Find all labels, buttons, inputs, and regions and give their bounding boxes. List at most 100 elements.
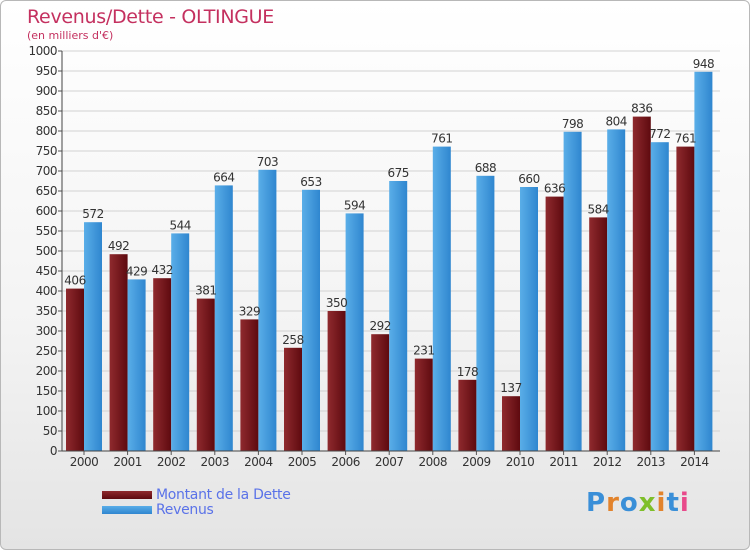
bar-revenus-2002 [171, 233, 190, 451]
x-tick-label-2010: 2010 [506, 455, 535, 469]
label-revenus-2000: 572 [82, 207, 103, 221]
x-tick-label-2004: 2004 [244, 455, 273, 469]
bar-revenus-2004 [258, 169, 277, 452]
y-tick-label-250: 250 [36, 344, 57, 358]
chart-title: Revenus/Dette - OLTINGUE [27, 6, 274, 28]
y-tick-label-500: 500 [36, 244, 57, 258]
logo-letter: i [679, 488, 690, 518]
y-tick-label-600: 600 [36, 204, 57, 218]
y-tick-label-50: 50 [43, 424, 57, 438]
bar-revenus-2000 [84, 222, 102, 451]
bar-dette-2002 [153, 278, 172, 451]
bar-dette-2011 [545, 196, 564, 451]
bar-dette-2012 [589, 217, 608, 451]
logo-letter: t [666, 488, 680, 518]
label-dette-2005: 258 [282, 333, 303, 347]
bar-dette-2014 [676, 146, 695, 451]
y-tick-label-200: 200 [36, 364, 57, 378]
logo-letter: P [586, 488, 607, 518]
label-revenus-2013: 772 [649, 127, 670, 141]
bar-dette-2013 [632, 116, 651, 451]
x-tick-label-2012: 2012 [593, 455, 622, 469]
x-tick-label-2001: 2001 [113, 455, 142, 469]
y-tick-label-350: 350 [36, 304, 57, 318]
bar-dette-2004 [240, 319, 259, 451]
x-tick-label-2000: 2000 [70, 455, 99, 469]
bar-revenus-2013 [650, 142, 669, 451]
label-revenus-2007: 675 [387, 166, 408, 180]
legend-item-revenus: Revenus [102, 501, 291, 518]
label-dette-2001: 492 [108, 239, 129, 253]
y-tick-label-300: 300 [36, 324, 57, 338]
label-revenus-2002: 544 [169, 218, 190, 232]
bar-revenus-2007 [389, 181, 408, 451]
label-dette-2007: 292 [369, 319, 390, 333]
label-dette-2000: 406 [64, 274, 85, 288]
x-tick-label-2005: 2005 [288, 455, 317, 469]
label-revenus-2006: 594 [344, 198, 365, 212]
logo-letter: r [606, 488, 620, 518]
label-dette-2010: 137 [500, 381, 521, 395]
proxiti-logo: Proxiti [586, 488, 690, 518]
y-tick-label-900: 900 [36, 84, 57, 98]
label-revenus-2012: 804 [605, 114, 626, 128]
legend-swatch-debt [102, 490, 152, 499]
logo-letter: o [619, 488, 639, 518]
label-dette-2009: 178 [457, 365, 478, 379]
y-tick-label-950: 950 [36, 64, 57, 78]
label-dette-2012: 584 [587, 202, 608, 216]
label-revenus-2014: 948 [693, 57, 714, 71]
label-dette-2008: 231 [413, 344, 434, 358]
y-tick-label-850: 850 [36, 104, 57, 118]
y-tick-label-100: 100 [36, 404, 57, 418]
y-tick-label-650: 650 [36, 184, 57, 198]
bar-dette-2009 [458, 379, 477, 451]
x-tick-label-2006: 2006 [331, 455, 360, 469]
label-dette-2013: 836 [631, 102, 652, 116]
bar-dette-2000 [66, 288, 84, 451]
label-dette-2003: 381 [195, 284, 216, 298]
label-dette-2002: 432 [151, 263, 172, 277]
x-tick-label-2007: 2007 [375, 455, 404, 469]
y-tick-label-150: 150 [36, 384, 57, 398]
bar-dette-2001 [109, 254, 128, 451]
y-axis-ticks: 0 50 100 150 200 250 300 350 400 450 500 550 600 650 7… [28, 44, 62, 458]
logo-letter: x [638, 488, 657, 518]
bar-revenus-2005 [302, 189, 320, 452]
label-revenus-2010: 660 [518, 172, 539, 186]
bar-dette-2006 [327, 311, 346, 451]
legend-item-debt: Montant de la Dette [102, 487, 291, 503]
label-revenus-2011: 798 [562, 117, 583, 131]
label-dette-2011: 636 [544, 182, 565, 196]
bar-dette-2003 [196, 298, 215, 451]
bars [66, 71, 713, 452]
label-revenus-2005: 653 [300, 175, 321, 189]
bar-revenus-2006 [345, 213, 364, 451]
bar-revenus-2008 [432, 146, 451, 451]
y-tick-label-0: 0 [50, 444, 57, 458]
bar-dette-2008 [414, 358, 433, 451]
legend-label-revenus: Revenus [156, 501, 214, 518]
label-dette-2006: 350 [326, 296, 347, 310]
label-revenus-2003: 664 [213, 170, 234, 184]
x-tick-label-2011: 2011 [549, 455, 578, 469]
bar-dette-2010 [502, 396, 520, 451]
x-tick-label-2003: 2003 [201, 455, 230, 469]
label-dette-2014: 761 [675, 132, 696, 146]
x-tick-label-2008: 2008 [419, 455, 448, 469]
y-tick-label-800: 800 [36, 124, 57, 138]
legend-swatch-revenus [102, 505, 152, 514]
y-tick-label-450: 450 [36, 264, 57, 278]
label-dette-2004: 329 [239, 304, 260, 318]
bar-dette-2005 [284, 347, 302, 451]
label-revenus-2001: 429 [126, 264, 147, 278]
x-tick-label-2013: 2013 [637, 455, 666, 469]
y-tick-label-1000: 1000 [28, 44, 57, 58]
x-tick-label-2009: 2009 [462, 455, 491, 469]
x-tick-label-2002: 2002 [157, 455, 186, 469]
label-revenus-2004: 703 [257, 155, 278, 169]
y-tick-label-400: 400 [36, 284, 57, 298]
bar-revenus-2010 [520, 187, 538, 451]
